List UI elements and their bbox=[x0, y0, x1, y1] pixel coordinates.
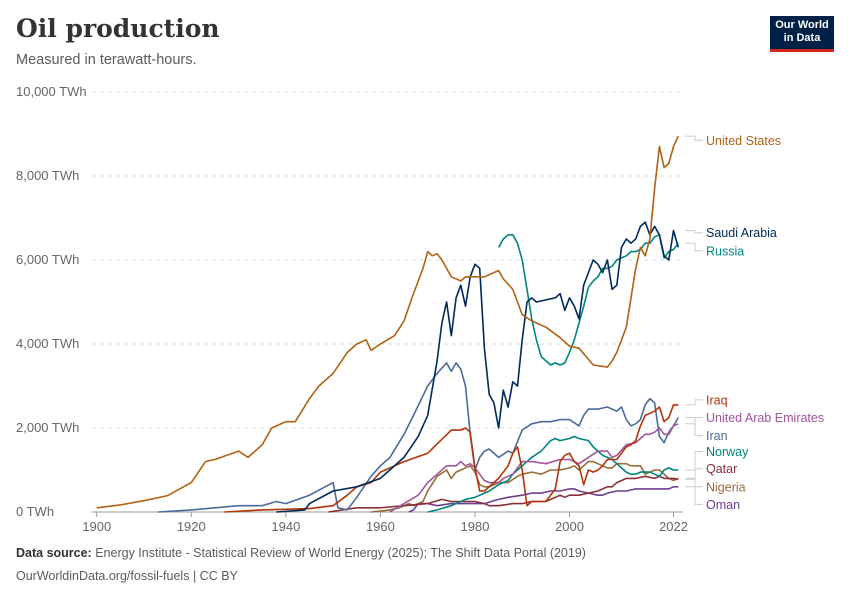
y-axis: 0 TWh 2,000 TWh 4,000 TWh 6,000 TWh 8,000 TW… bbox=[16, 84, 87, 519]
series-line-iran[interactable] bbox=[158, 362, 679, 513]
series-line-united-states[interactable] bbox=[96, 135, 680, 509]
x-tick-label: 1940 bbox=[271, 519, 300, 534]
y-tick-label: 2,000 TWh bbox=[16, 420, 79, 435]
x-tick-label: 2022 bbox=[659, 519, 688, 534]
x-tick-label: 1900 bbox=[82, 519, 111, 534]
series-lines bbox=[96, 135, 680, 513]
series-line-oman[interactable] bbox=[408, 486, 679, 513]
footer-source: Data source: Energy Institute - Statisti… bbox=[16, 546, 586, 560]
label-connector bbox=[685, 417, 703, 425]
series-line-russia[interactable] bbox=[497, 234, 679, 366]
label-connector bbox=[685, 486, 703, 505]
series-line-qatar[interactable] bbox=[328, 475, 679, 513]
x-tick-label: 2000 bbox=[555, 519, 584, 534]
series-label-norway[interactable]: Norway bbox=[706, 445, 749, 459]
x-tick-label: 1920 bbox=[177, 519, 206, 534]
series-label-iran[interactable]: Iran bbox=[706, 429, 728, 443]
logo-line-2: in Data bbox=[783, 32, 821, 44]
owid-logo[interactable]: Our World in Data bbox=[770, 16, 834, 52]
chart-subtitle: Measured in terawatt-hours. bbox=[16, 52, 197, 68]
series-label-oman[interactable]: Oman bbox=[706, 498, 740, 512]
y-tick-label: 4,000 TWh bbox=[16, 336, 79, 351]
footer-link: OurWorldinData.org/fossil-fuels | CC BY bbox=[16, 569, 238, 583]
series-label-russia[interactable]: Russia bbox=[706, 244, 744, 258]
series-line-united-arab-emirates[interactable] bbox=[389, 423, 679, 513]
series-label-qatar[interactable]: Qatar bbox=[706, 462, 737, 476]
y-tick-label: 8,000 TWh bbox=[16, 168, 79, 183]
chart-title: Oil production bbox=[16, 14, 220, 43]
source-url-link[interactable]: OurWorldinData.org/fossil-fuels bbox=[16, 569, 190, 583]
label-connector bbox=[685, 468, 703, 480]
series-label-nigeria[interactable]: Nigeria bbox=[706, 480, 746, 494]
y-tick-label: 0 TWh bbox=[16, 504, 54, 519]
label-connector bbox=[685, 477, 703, 488]
grid-lines bbox=[92, 91, 683, 513]
logo-line-1: Our World bbox=[775, 19, 829, 31]
label-connector bbox=[685, 399, 703, 406]
series-label-united-states[interactable]: United States bbox=[706, 134, 781, 148]
label-connector bbox=[685, 417, 703, 437]
x-axis: 1900 1920 1940 1960 1980 2000 2022 bbox=[82, 512, 688, 534]
series-labels: United States Saudi Arabia Russia Iraq Unite… bbox=[685, 134, 824, 512]
series-label-united-arab-emirates[interactable]: United Arab Emirates bbox=[706, 411, 824, 425]
series-label-iraq[interactable]: Iraq bbox=[706, 393, 728, 407]
y-tick-label: 10,000 TWh bbox=[16, 84, 87, 99]
series-line-norway[interactable] bbox=[427, 435, 679, 513]
source-label: Data source: bbox=[16, 546, 92, 560]
source-text: Energy Institute - Statistical Review of… bbox=[95, 546, 586, 560]
label-connector bbox=[685, 451, 703, 471]
footer-separator: | bbox=[192, 569, 200, 583]
x-tick-label: 1980 bbox=[461, 519, 490, 534]
label-connector bbox=[685, 242, 703, 252]
line-chart: 0 TWh 2,000 TWh 4,000 TWh 6,000 TWh 8,000 TW… bbox=[16, 84, 824, 534]
license-text: CC BY bbox=[199, 569, 238, 583]
series-label-saudi-arabia[interactable]: Saudi Arabia bbox=[706, 226, 777, 240]
series-line-saudi-arabia[interactable] bbox=[276, 221, 680, 513]
label-connector bbox=[685, 135, 703, 141]
x-tick-label: 1960 bbox=[366, 519, 395, 534]
series-line-nigeria[interactable] bbox=[370, 460, 679, 513]
y-tick-label: 6,000 TWh bbox=[16, 252, 79, 267]
label-connector bbox=[685, 230, 703, 234]
series-line-iraq[interactable] bbox=[224, 404, 679, 513]
